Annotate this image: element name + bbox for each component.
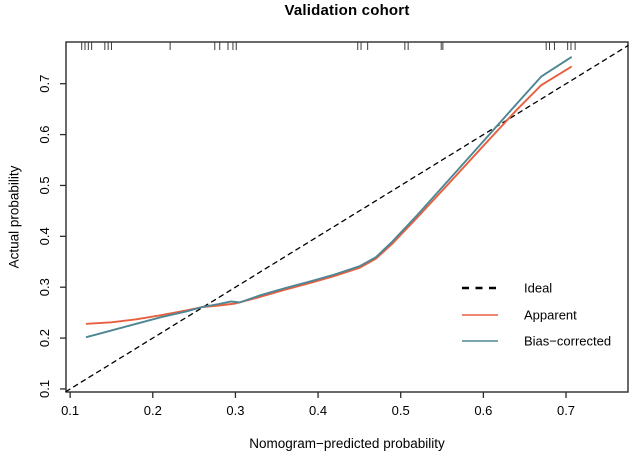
y-tick-label: 0.4 [37,227,52,245]
x-tick-label: 0.5 [392,403,410,418]
legend-label: Ideal [524,281,552,296]
x-tick-label: 0.4 [309,403,327,418]
chart-title: Validation cohort [284,2,410,19]
series-line-ideal [65,44,629,393]
x-tick-label: 0.6 [474,403,492,418]
y-axis-title: Actual probability [6,165,22,269]
x-tick-label: 0.1 [61,403,79,418]
series-line-apparent [85,65,572,325]
y-tick-label: 0.2 [37,329,52,347]
y-tick-label: 0.3 [37,278,52,296]
y-tick-label: 0.5 [37,176,52,194]
plot-box [65,41,629,393]
legend-label: Bias−corrected [524,334,611,349]
legend-label: Apparent [524,308,577,323]
x-tick-label: 0.7 [557,403,575,418]
series-line-bias-corrected [85,56,572,339]
x-axis-title: Nomogram−predicted probability [249,436,445,451]
x-tick-label: 0.2 [144,403,162,418]
y-tick-label: 0.6 [37,126,52,144]
x-tick-label: 0.3 [226,403,244,418]
y-tick-label: 0.7 [37,75,52,93]
y-tick-label: 0.1 [37,380,52,398]
